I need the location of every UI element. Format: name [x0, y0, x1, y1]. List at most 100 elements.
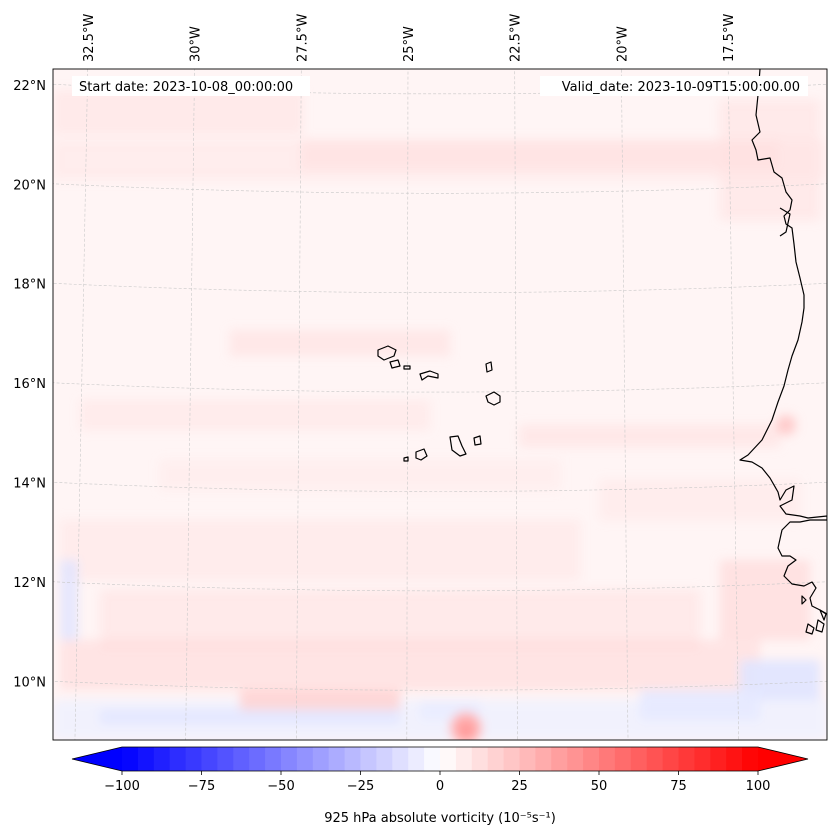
colorbar-segment: [662, 747, 679, 771]
map-panel[interactable]: Start date: 2023-10-08_00:00:00 Valid_da…: [10, 11, 837, 789]
latitude-tick-label: 16°N: [13, 377, 46, 392]
colorbar-segment: [487, 747, 504, 771]
colorbar-tick-label: 100: [746, 779, 771, 794]
colorbar-segment: [519, 747, 536, 771]
africa-coastline: [739, 69, 827, 615]
colorbar-tick-label: 75: [670, 779, 687, 794]
colorbar-tick-label: 25: [511, 779, 528, 794]
colorbar-segment: [535, 747, 552, 771]
colorbar-segment: [424, 747, 441, 771]
latitude-tick-label: 22°N: [13, 79, 46, 94]
colorbar-segment: [471, 747, 489, 771]
latitude-tick-label: 20°N: [13, 178, 46, 193]
colorbar-segment: [122, 747, 139, 771]
colorbar-segment: [440, 747, 457, 771]
island-santo-antao: [377, 345, 397, 361]
colorbar-segment: [694, 747, 711, 771]
start-date-box: Start date: 2023-10-08_00:00:00: [72, 76, 310, 96]
bijagos-islands: [801, 595, 827, 635]
coast-inlet: [779, 207, 791, 237]
colorbar-tick-label: −75: [188, 779, 215, 794]
map-frame: [52, 68, 828, 741]
colorbar-segment: [233, 747, 250, 771]
colorbar-segment: [710, 747, 727, 771]
meridian-line: [727, 69, 739, 740]
island-sal: [485, 361, 493, 373]
parallel-line: [53, 481, 827, 492]
start-date-label: Start date: 2023-10-08_00:00:00: [79, 80, 293, 95]
longitude-tick-label: 20°W: [615, 26, 630, 62]
parallel-line: [53, 282, 827, 293]
parallel-line: [53, 680, 827, 691]
colorbar-label: 925 hPa absolute vorticity (10⁻⁵s⁻¹): [324, 811, 556, 826]
longitude-tick-label: 32.5°W: [82, 14, 97, 62]
valid-date-box: Valid_date: 2023-10-09T15:00:00.00: [540, 76, 808, 96]
gridlines: [53, 69, 827, 740]
colorbar-segment: [249, 747, 266, 771]
latitude-tick-label: 18°N: [13, 278, 46, 293]
colorbar-segment: [392, 747, 409, 771]
island-santa-luzia: [403, 365, 411, 370]
longitude-labels: 32.5°W 30°W 27.5°W 25°W 22.5°W 20°W 17.5°W: [82, 14, 737, 62]
colorbar-segment: [567, 747, 584, 771]
colorbar-segment: [646, 747, 663, 771]
colorbar-segment: [630, 747, 648, 771]
meridian-line: [185, 69, 195, 740]
island-sao-nicolau: [419, 370, 439, 381]
colorbar-segment: [455, 747, 473, 771]
colorbar-segment: [201, 747, 218, 771]
vorticity-field: [53, 90, 827, 740]
island-santiago: [449, 435, 467, 457]
parallel-line: [53, 382, 827, 393]
colorbar-segment: [376, 747, 393, 771]
colorbar-segment: [551, 747, 568, 771]
valid-date-label: Valid_date: 2023-10-09T15:00:00.00: [562, 80, 800, 95]
colorbar-segment: [153, 747, 171, 771]
colorbar-segment: [503, 747, 520, 771]
island-sao-vicente: [389, 359, 401, 369]
latitude-tick-label: 10°N: [13, 675, 46, 690]
colorbar-extend-high: [758, 747, 808, 771]
island-brava: [403, 456, 409, 462]
longitude-tick-label: 25°W: [402, 26, 417, 62]
meridian-line: [295, 69, 302, 740]
colorbar-segment: [217, 747, 234, 771]
parallel-line: [53, 581, 827, 592]
island-fogo: [415, 448, 428, 461]
colorbar-segment: [360, 747, 377, 771]
colorbar-segment: [312, 747, 330, 771]
colorbar-segment: [296, 747, 314, 771]
colorbar-segment: [169, 747, 186, 771]
island-boa-vista: [485, 391, 501, 406]
meridian-line: [514, 69, 518, 740]
colorbar-segment: [614, 747, 632, 771]
colorbar-segment: [137, 747, 155, 771]
colorbar-segment: [185, 747, 202, 771]
parallel-line: [53, 83, 827, 95]
latitude-tick-label: 12°N: [13, 576, 46, 591]
longitude-tick-label: 22.5°W: [509, 14, 524, 62]
latitude-labels: 22°N 20°N 18°N 16°N 14°N 12°N 10°N: [13, 79, 46, 690]
colorbar-segment: [408, 747, 425, 771]
colorbar-segment: [742, 747, 759, 771]
colorbar-segment: [344, 747, 361, 771]
colorbar-segment: [281, 747, 298, 771]
colorbar-segment: [678, 747, 695, 771]
colorbar-segments: [122, 747, 759, 771]
longitude-tick-label: 30°W: [189, 26, 204, 62]
colorbar-segment: [583, 747, 600, 771]
colorbar-segment: [265, 747, 282, 771]
colorbar-tick-label: −50: [267, 779, 294, 794]
colorbar-segment: [726, 747, 743, 771]
colorbar: −100 −75 −50 −25 0 25 50 75 100 925 hPa absolute…: [71, 746, 809, 826]
coastlines: [377, 69, 827, 635]
island-maio: [473, 435, 482, 446]
meridian-line: [406, 69, 409, 740]
colorbar-tick-label: −100: [104, 779, 140, 794]
colorbar-extend-low: [72, 747, 122, 771]
colorbar-segment: [328, 747, 345, 771]
longitude-tick-label: 17.5°W: [722, 14, 737, 62]
colorbar-ticks: −100 −75 −50 −25 0 25 50 75 100: [104, 771, 770, 794]
